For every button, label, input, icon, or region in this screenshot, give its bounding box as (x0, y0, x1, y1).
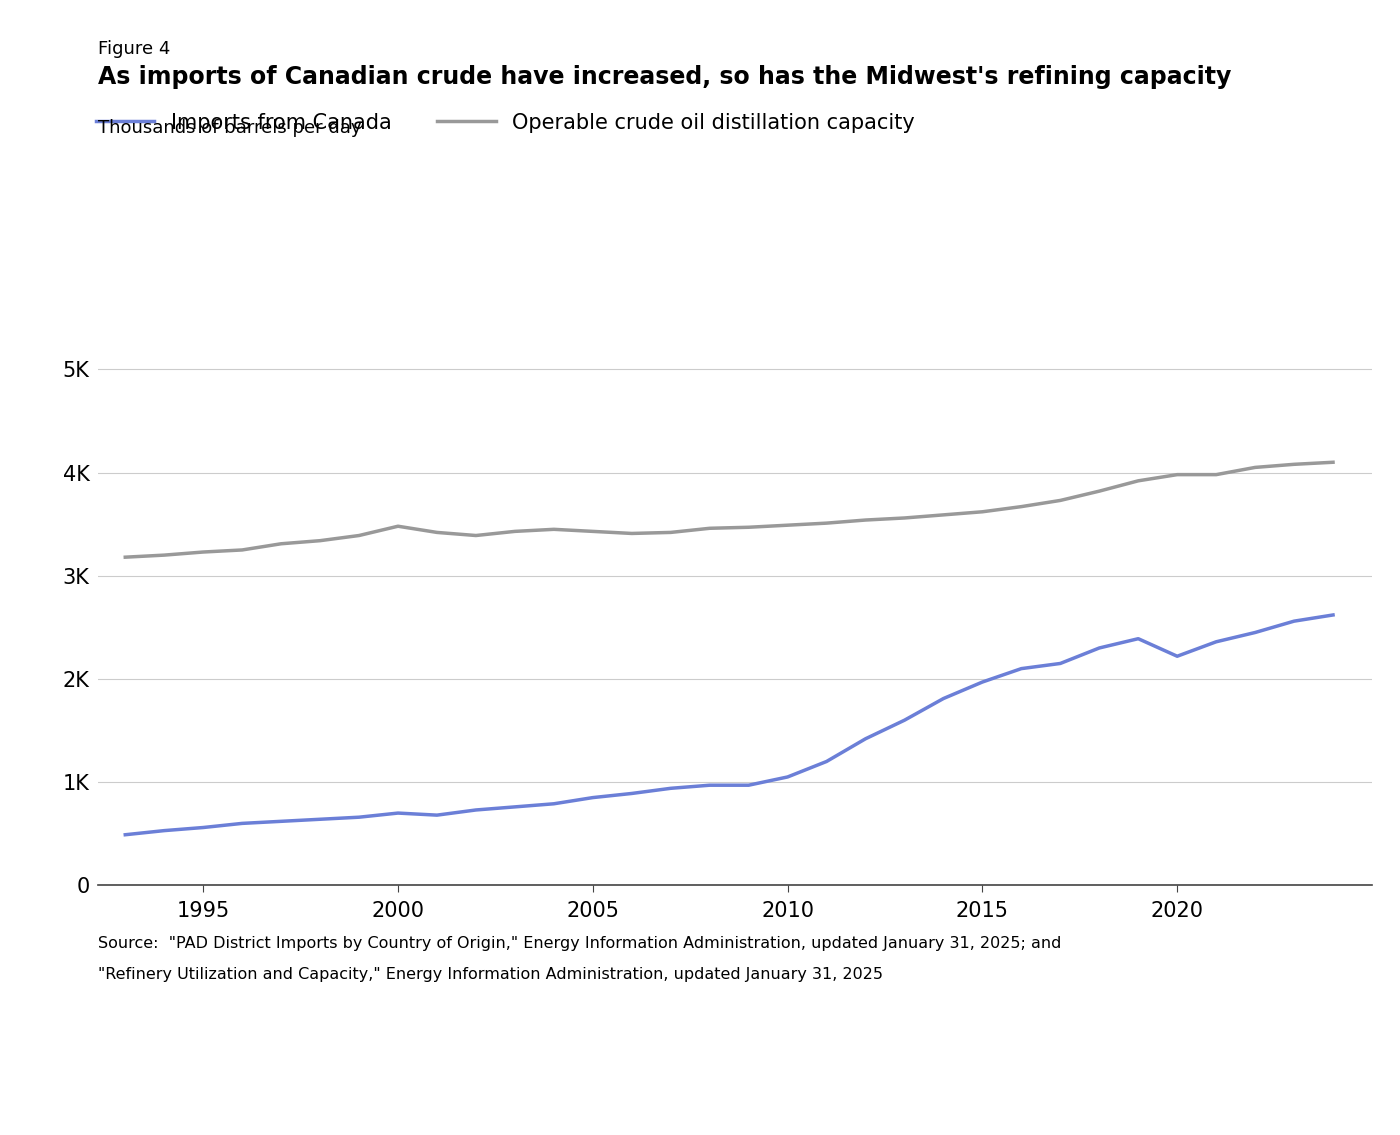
Text: Thousands of barrels per day: Thousands of barrels per day (98, 119, 361, 137)
Legend: Imports from Canada, Operable crude oil distillation capacity: Imports from Canada, Operable crude oil … (95, 112, 916, 133)
Text: "Refinery Utilization and Capacity," Energy Information Administration, updated : "Refinery Utilization and Capacity," Ene… (98, 967, 883, 982)
Text: As imports of Canadian crude have increased, so has the Midwest's refining capac: As imports of Canadian crude have increa… (98, 65, 1232, 89)
Text: Figure 4: Figure 4 (98, 40, 171, 58)
Text: Source:  "PAD District Imports by Country of Origin," Energy Information Adminis: Source: "PAD District Imports by Country… (98, 936, 1061, 951)
